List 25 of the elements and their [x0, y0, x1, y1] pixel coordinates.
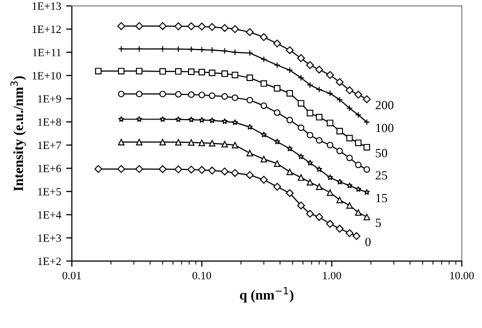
y-tick-label: 1E+11: [33, 48, 61, 56]
series-label: 5: [376, 218, 381, 228]
y-tick-label: 1E+6: [38, 164, 62, 172]
y-tick-label: 1E+12: [32, 26, 61, 33]
series-label: 25: [376, 171, 388, 180]
series-label: 200: [376, 100, 394, 110]
x-tick-label: 0.10: [192, 272, 212, 280]
y-tick-label: 1E+4: [38, 211, 62, 219]
y-tick-label: 1E+2: [38, 258, 61, 265]
x-tick-label: 10.00: [450, 272, 474, 280]
series-label: 100: [376, 124, 394, 132]
y-tick-label: 1E+3: [38, 234, 61, 242]
y-tick-label: 1E+9: [38, 95, 61, 103]
series-label: 15: [376, 194, 388, 202]
y-axis-title: Intensity (e.u./nm$^{3}$): [10, 76, 26, 192]
x-axis-title: q (nm$^{−1}$): [240, 287, 294, 302]
series-label: 50: [376, 148, 388, 158]
x-tick-label: 0.01: [62, 272, 81, 280]
y-tick-label: 1E+10: [32, 72, 61, 80]
x-tick-label: 1.00: [323, 272, 342, 280]
y-tick-label: 1E+7: [38, 142, 62, 149]
series-label: 0: [365, 238, 371, 246]
y-tick-label: 1E+13: [32, 2, 61, 10]
y-tick-label: 1E+5: [38, 188, 61, 196]
y-tick-label: 1E+8: [38, 118, 61, 126]
